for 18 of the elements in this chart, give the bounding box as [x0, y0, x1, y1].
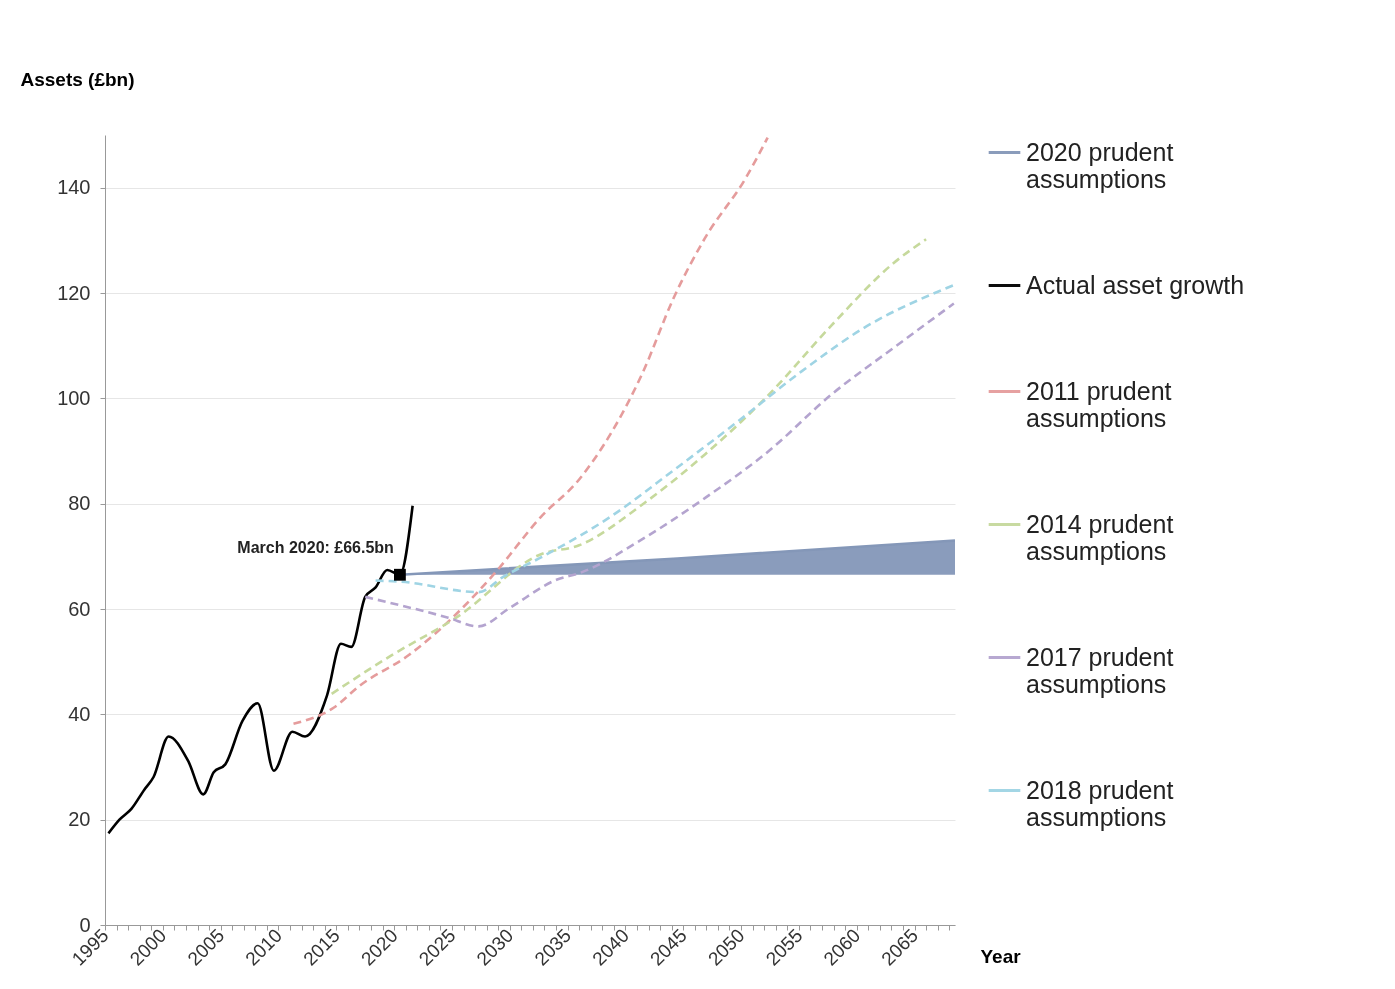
y-tick-label: 140 — [57, 176, 91, 199]
x-axis-title: Year — [980, 945, 1022, 967]
legend-label: 2011 prudent assumptions — [1026, 376, 1172, 432]
y-tick-label: 40 — [68, 702, 91, 725]
annotation: March 2020: £66.5bn — [237, 538, 394, 556]
y-axis-title: Assets (£bn) — [20, 68, 135, 90]
legend-label: 2018 prudent assumptions — [1026, 775, 1174, 831]
y-tick-label: 80 — [68, 492, 91, 515]
legend-label: Actual asset growth — [1026, 270, 1245, 299]
legend-label: 2014 prudent assumptions — [1026, 509, 1174, 565]
y-tick-label: 20 — [68, 808, 91, 831]
y-tick-label: 60 — [68, 597, 91, 620]
legend-label: 2017 prudent assumptions — [1026, 642, 1174, 698]
legend-label: 2020 prudent assumptions — [1026, 137, 1174, 193]
y-tick-label: 100 — [57, 386, 91, 409]
line-series — [107, 504, 414, 835]
y-tick-label: 120 — [57, 281, 91, 304]
line-series — [330, 237, 928, 696]
